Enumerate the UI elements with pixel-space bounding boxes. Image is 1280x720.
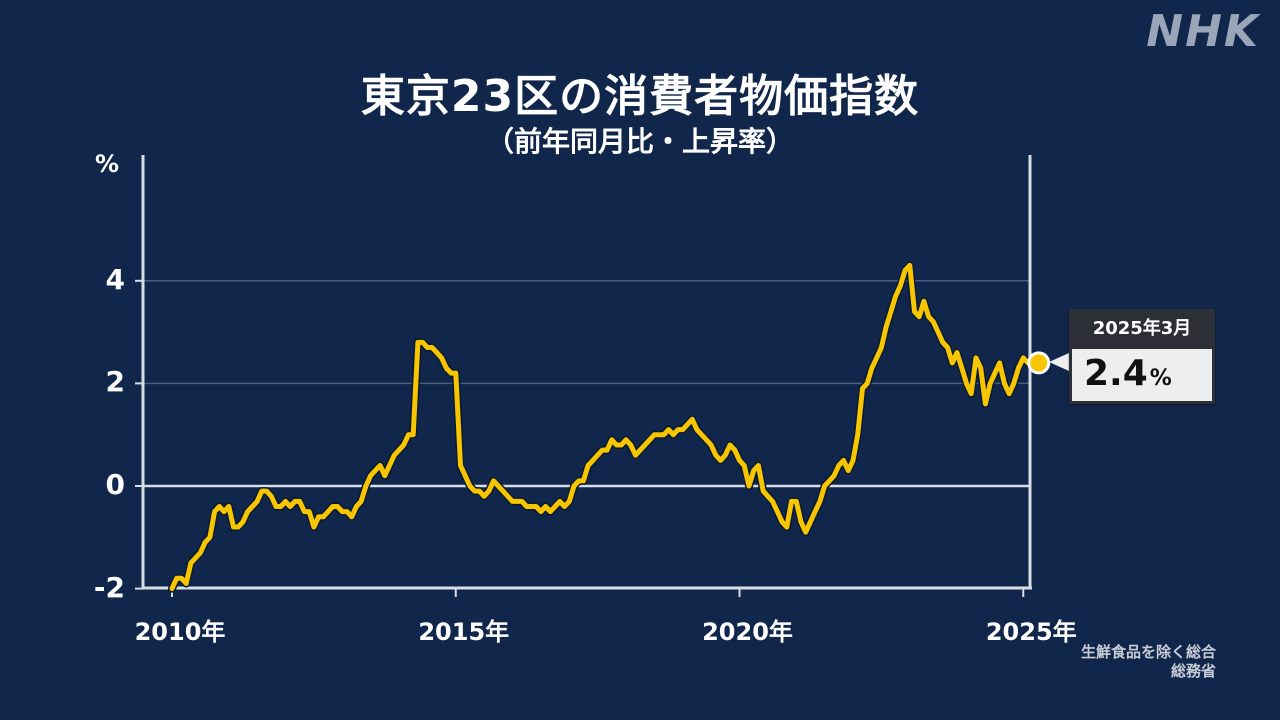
cpi-line	[169, 262, 1036, 592]
x-tick-label: 2025年	[985, 618, 1077, 646]
source-note: 生鮮食品を除く総合 総務省	[1081, 643, 1216, 681]
y-tick-label: 4	[105, 262, 125, 296]
callout-date: 2025年3月	[1092, 318, 1192, 339]
callout-pointer	[1049, 353, 1069, 371]
latest-point-marker	[1027, 351, 1051, 375]
x-tick-label: 2020年	[702, 618, 793, 646]
axes	[135, 155, 1032, 597]
cpi-line-shadow	[168, 261, 1037, 593]
chart-subtitle: （前年同月比・上昇率）	[485, 125, 794, 158]
source-agency: 総務省	[1170, 662, 1216, 680]
callout-value: 2.4	[1084, 353, 1148, 394]
callout-unit: %	[1149, 366, 1172, 391]
nhk-logo: NHK	[1146, 6, 1260, 57]
gridlines	[143, 280, 1030, 488]
y-tick-label: 0	[105, 468, 125, 501]
latest-value-callout: 2025年3月 2.4 %	[1069, 309, 1215, 404]
y-axis-unit: %	[95, 150, 120, 178]
series-note: 生鮮食品を除く総合	[1080, 643, 1216, 661]
y-tick-label: 2	[105, 365, 125, 399]
chart-title: 東京23区の消費者物価指数	[360, 71, 920, 122]
y-tick-label: -2	[93, 570, 125, 604]
x-tick-label: 2015年	[418, 618, 510, 646]
callout-value-box: 2.4 %	[1072, 349, 1212, 401]
x-tick-label: 2010年	[134, 618, 226, 646]
